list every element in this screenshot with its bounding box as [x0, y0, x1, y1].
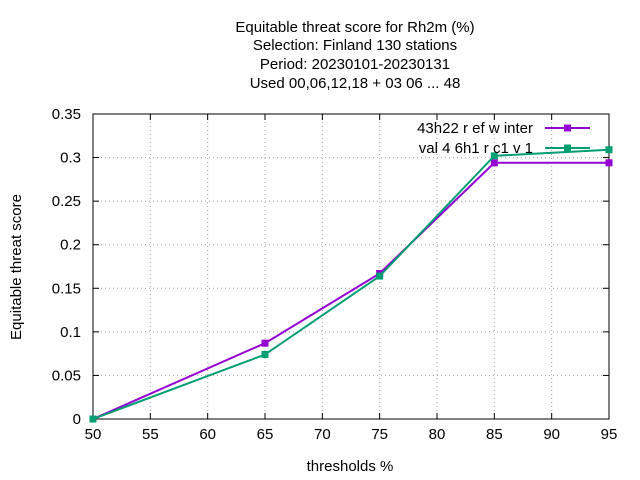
y-tick-label: 0.3 — [60, 150, 81, 167]
plot-border — [92, 113, 610, 420]
x-tick-label: 50 — [85, 426, 102, 443]
series-line-1 — [92, 161, 609, 420]
legend-marker-2 — [564, 144, 571, 152]
axes: 50 55 60 65 70 75 80 85 90 95 0 0.05 0.1 0.15 0.2 0.25 0… — [52, 106, 618, 443]
title-line-1: Equitable threat score for Rh2m (%) — [235, 19, 475, 36]
x-tick-label: 80 — [429, 426, 446, 443]
y-axis-label: Equitable threat score — [8, 194, 25, 340]
y-tick-label: 0.1 — [60, 324, 81, 341]
y-tick-label: 0 — [73, 411, 81, 428]
y-tick-label: 0.15 — [52, 280, 81, 297]
x-tick-label: 65 — [257, 426, 274, 443]
legend-marker-1 — [564, 124, 571, 132]
data-point — [490, 159, 498, 167]
y-tick-label: 0.25 — [52, 193, 81, 210]
x-tick-label: 85 — [486, 426, 503, 443]
x-tick-label: 75 — [371, 426, 388, 443]
data-point — [89, 415, 97, 423]
x-tick-label: 95 — [601, 426, 618, 443]
data-point — [261, 339, 269, 347]
x-axis-label: thresholds % — [307, 458, 394, 475]
data-point — [605, 159, 613, 167]
legend: 43h22 r ef w inter val 4 6h1 r c1 v 1 — [417, 120, 590, 157]
data-point — [490, 152, 498, 160]
title-line-4: Used 00,06,12,18 + 03 06 ... 48 — [249, 75, 461, 92]
x-tick-label: 55 — [142, 426, 159, 443]
data-point — [376, 272, 384, 280]
title-line-3: Period: 20230101-20230131 — [259, 56, 451, 73]
x-tick-label: 60 — [199, 426, 216, 443]
x-tick-label: 70 — [314, 426, 331, 443]
title-line-2: Selection: Finland 130 stations — [252, 37, 458, 54]
x-tick-label: 90 — [543, 426, 560, 443]
y-tick-label: 0.05 — [52, 367, 81, 384]
series-layer — [89, 146, 613, 423]
y-tick-label: 0.2 — [60, 237, 81, 254]
y-tick-label: 0.35 — [52, 106, 81, 123]
legend-label-2: val 4 6h1 r c1 v 1 — [419, 140, 533, 157]
grid — [93, 114, 609, 419]
data-point — [605, 146, 613, 154]
legend-label-1: 43h22 r ef w inter — [417, 120, 533, 137]
series-line-2 — [92, 148, 610, 420]
data-point — [261, 351, 269, 359]
